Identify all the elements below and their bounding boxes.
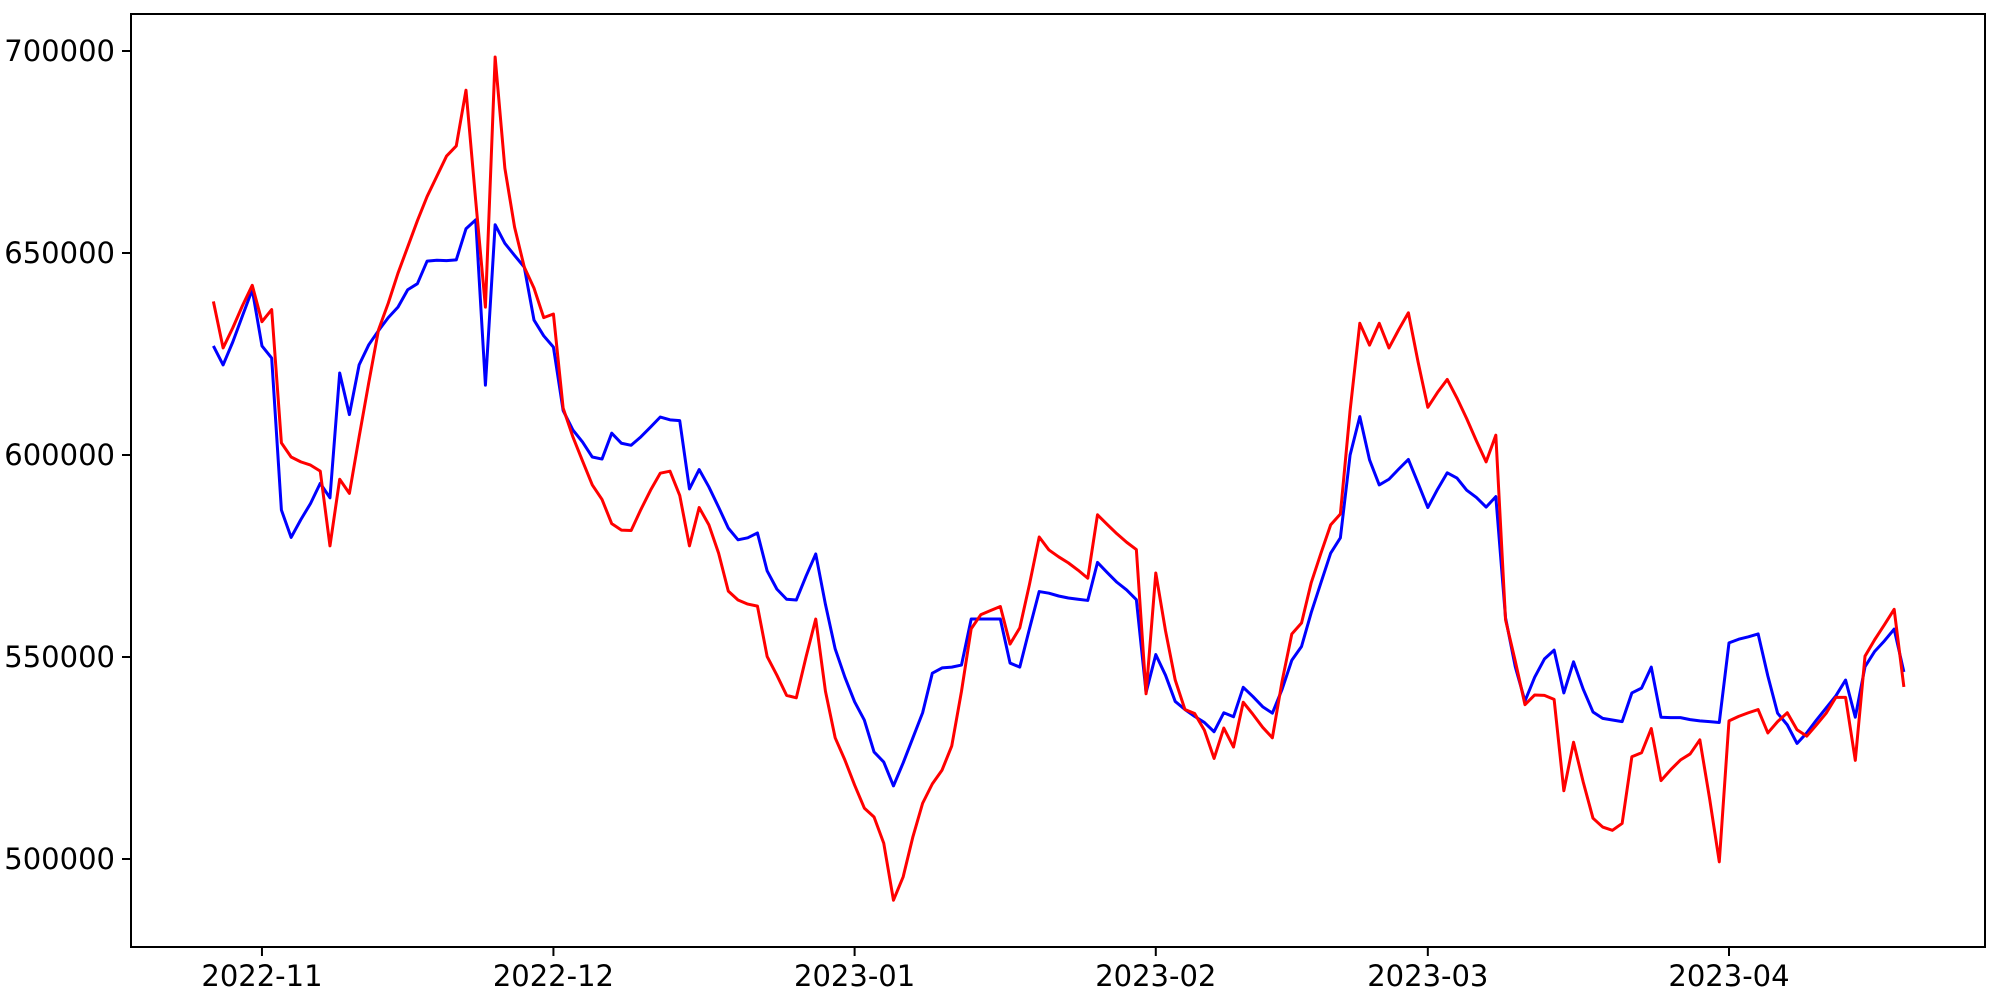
x-tick-label: 2022-12 (493, 959, 614, 993)
y-tick-label: 600000 (4, 438, 115, 472)
y-tick-label: 700000 (4, 34, 115, 68)
x-tick-label: 2023-04 (1668, 959, 1789, 993)
y-tick-label: 550000 (4, 640, 115, 674)
x-tick-label: 2023-02 (1095, 959, 1216, 993)
plot-spines (130, 13, 1986, 948)
x-tick-label: 2023-01 (794, 959, 915, 993)
blue-series-line (212, 218, 1906, 788)
y-tick-label: 650000 (4, 236, 115, 270)
y-axis-ticks: 500000 550000 600000 650000 700000 (4, 34, 131, 876)
y-tick-label: 500000 (4, 842, 115, 876)
x-tick-label: 2022-11 (201, 959, 322, 993)
data-series (211, 55, 1906, 902)
x-tick-label: 2023-03 (1367, 959, 1488, 993)
red-series-line (211, 55, 1906, 902)
x-axis-ticks: 2022-11 2022-12 2023-01 2023-02 2023-03 2023-… (201, 947, 1790, 993)
plot-border (130, 13, 1986, 948)
